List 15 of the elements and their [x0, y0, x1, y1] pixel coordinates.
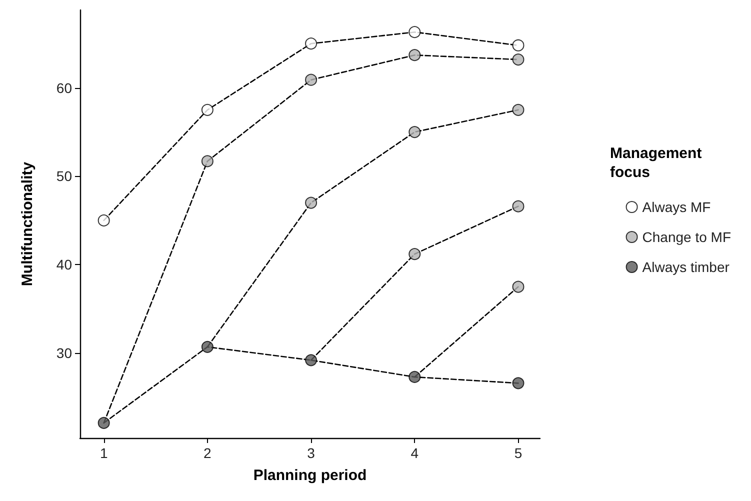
x-tick-label: 5: [514, 445, 522, 461]
y-tick-label: 30: [56, 345, 72, 362]
y-tick-label: 50: [56, 168, 72, 184]
x-tick-label: 2: [204, 445, 212, 461]
x-tick-label: 1: [100, 445, 108, 461]
legend-title: Management focus: [610, 145, 702, 181]
legend-label: Change to MF: [642, 229, 732, 245]
y-tick-label: 40: [56, 256, 72, 273]
legend-label: Always MF: [642, 199, 711, 215]
y-axis-title: Multifunctionality: [19, 161, 36, 286]
x-tick-label: 4: [410, 445, 419, 461]
x-tick-label: 3: [307, 445, 316, 461]
y-tick-label: 60: [56, 80, 72, 96]
x-axis-title: Planning period: [253, 467, 367, 484]
legend-label: Always timber: [642, 259, 730, 275]
